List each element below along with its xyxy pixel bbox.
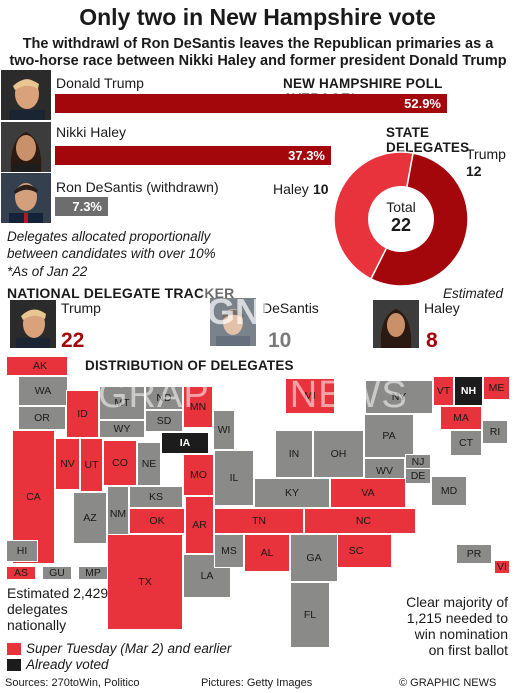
donut-trump-label: Trump [466,146,506,162]
state-nd: ND [145,386,183,410]
donut-haley-label: Haley [273,181,309,197]
desantis-bar-value: 7.3% [72,199,102,214]
state-nv: NV [55,438,80,490]
state-ri: RI [482,420,508,444]
estimated-delegates-note: Estimated 2,429 delegates nationally [7,585,109,633]
desantis-bar: 7.3% [55,197,108,216]
footer-source: Sources: 270toWin, Politico [5,677,140,689]
desantis-name: Ron DeSantis (withdrawn) [56,179,219,195]
state-md: MD [431,476,467,506]
tracker-desantis-value: 10 [268,329,292,352]
trump-photo [1,70,51,120]
svg-text:GN: GN [207,291,261,332]
state-al: AL [244,534,290,572]
majority-note: Clear majority of 1,215 needed to win no… [406,594,508,658]
state-as: AS [6,566,36,580]
state-vi: VI [494,560,510,574]
donut-haley-value: 10 [313,181,329,197]
legend-super-tuesday-swatch [7,643,21,655]
state-hi: HI [6,540,38,562]
trump-bar: 52.9% [55,94,447,113]
footer-pictures: Pictures: Getty Images [201,677,313,689]
trump-name: Donald Trump [56,75,144,91]
trump-bar-value: 52.9% [404,96,441,111]
state-in: IN [275,430,313,478]
state-ne: NE [137,442,161,486]
tracker-desantis-name: DeSantis [262,300,319,316]
donut-trump-value: 12 [466,163,482,179]
state-ct: CT [450,430,482,456]
page-title: Only two in New Hampshire vote [79,4,436,30]
haley-bar-value: 37.3% [288,148,325,163]
state-me: ME [483,376,510,400]
tracker-trump-photo [10,300,56,348]
tracker-estimated: Estimated [443,286,504,301]
state-mo: MO [183,454,214,496]
tracker-trump-name: Trump [61,300,101,316]
state-co: CO [103,440,137,486]
state-il: IL [214,450,254,506]
page-subtitle: The withdrawl of Ron DeSantis leaves the… [9,36,507,69]
state-ky: KY [254,478,330,508]
state-nh: NH [454,376,483,406]
donut-total-value: 22 [390,215,412,235]
state-delegates-donut [333,151,469,287]
state-sd: SD [145,410,183,432]
haley-bar: 37.3% [55,146,331,165]
state-pr: PR [456,544,492,564]
state-vt: VT [433,376,454,406]
haley-photo [1,122,51,172]
asof-note: *As of Jan 22 [7,264,88,279]
state-ut: UT [80,438,103,492]
state-de: DE [405,468,431,484]
state-tx: TX [107,534,183,630]
watermark: GRAPHIC NEWS [98,374,408,416]
state-pa: PA [364,414,414,458]
state-mi: MI [285,378,335,414]
state-ar: AR [185,496,214,554]
state-ok: OK [129,508,185,534]
watermark-logo: GN [202,272,266,354]
state-nm: NM [107,486,129,542]
state-mp: MP [78,566,108,580]
tracker-desantis-photo [210,298,256,346]
state-id: ID [66,390,99,438]
state-ny: NY [365,380,433,414]
tracker-haley-value: 8 [426,329,438,352]
state-va: VA [330,478,406,508]
state-ma: MA [440,406,482,430]
state-mt: MT [99,386,145,420]
legend-already-voted-swatch [7,659,21,671]
tracker-trump-value: 22 [61,329,85,352]
proportional-note: Delegates allocated proportionally betwe… [7,229,216,261]
state-wy: WY [99,420,145,438]
state-ms: MS [214,534,244,568]
tracker-haley-photo [373,300,419,348]
state-ia: IA [161,432,209,454]
footer-credit: © GRAPHIC NEWS [399,677,497,689]
tracker-heading: NATIONAL DELEGATE TRACKER [7,285,235,301]
state-gu: GU [42,566,72,580]
state-mn: MN [183,386,213,428]
state-nc: NC [304,508,416,534]
state-delegates-heading: STATE DELEGATES [386,125,470,155]
state-or: OR [18,406,66,430]
state-ks: KS [129,486,183,508]
state-wa: WA [18,376,68,406]
state-wi: WI [213,410,235,450]
donut-total-label: Total [386,199,416,215]
legend-super-tuesday-label: Super Tuesday (Mar 2) and earlier [26,641,232,656]
state-tn: TN [214,508,304,534]
state-az: AZ [73,492,107,544]
state-ga: GA [290,534,338,582]
tracker-haley-name: Haley [424,300,460,316]
state-ak: AK [6,356,68,376]
desantis-photo [1,173,51,223]
legend-already-voted-label: Already voted [26,657,109,672]
haley-name: Nikki Haley [56,124,127,140]
state-fl: FL [290,582,330,648]
map-heading: DISTRIBUTION OF DELEGATES [85,358,294,373]
state-oh: OH [313,430,364,478]
